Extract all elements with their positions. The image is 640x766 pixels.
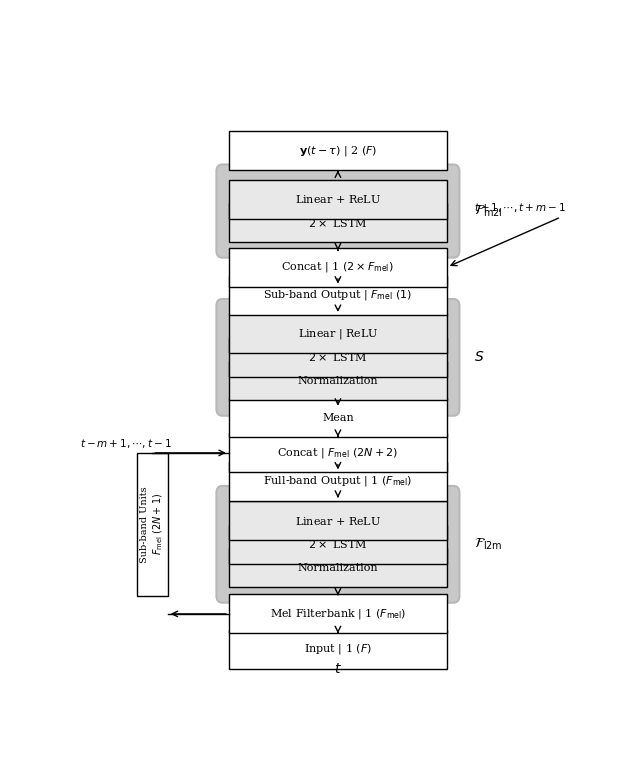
- Text: $\mathbf{y}(t-\tau)$ $|$ 2 $(F)$: $\mathbf{y}(t-\tau)$ $|$ 2 $(F)$: [299, 144, 377, 158]
- Bar: [229, 398, 447, 437]
- Bar: [229, 132, 447, 170]
- Text: Mean: Mean: [322, 413, 354, 423]
- Text: Full-band Output $|$ 1 $(F_{\mathrm{mel}})$: Full-band Output $|$ 1 $(F_{\mathrm{mel}…: [263, 474, 413, 488]
- Bar: [229, 338, 447, 377]
- Text: $\mathcal{F}_{\mathrm{m2l}}$: $\mathcal{F}_{\mathrm{m2l}}$: [474, 203, 503, 219]
- Text: $\mathcal{F}_{\mathrm{l2m}}$: $\mathcal{F}_{\mathrm{l2m}}$: [474, 537, 503, 552]
- Text: Normalization: Normalization: [298, 563, 378, 573]
- Bar: [229, 247, 447, 286]
- Bar: [229, 362, 447, 401]
- Text: Linear $+$ ReLU: Linear $+$ ReLU: [295, 193, 381, 205]
- Text: $t$: $t$: [334, 662, 342, 676]
- Text: Normalization: Normalization: [298, 376, 378, 386]
- Text: Sub-band Units
$F_{\mathrm{mel}}$ $(2N+1)$: Sub-band Units $F_{\mathrm{mel}}$ $(2N+1…: [140, 486, 164, 562]
- Text: $2 \times$ LSTM: $2 \times$ LSTM: [308, 352, 368, 363]
- Bar: [229, 548, 447, 588]
- Text: Input $|$ 1 $(F)$: Input $|$ 1 $(F)$: [304, 643, 372, 656]
- Bar: [229, 434, 447, 473]
- Bar: [229, 204, 447, 242]
- Bar: [229, 314, 447, 353]
- Bar: [229, 525, 447, 564]
- Text: Sub-band Output $|$ $F_{\mathrm{mel}}$ $(1)$: Sub-band Output $|$ $F_{\mathrm{mel}}$ $…: [263, 289, 413, 303]
- FancyBboxPatch shape: [216, 486, 460, 603]
- Text: $S$: $S$: [474, 350, 484, 365]
- Bar: [229, 630, 447, 669]
- Text: $2 \times$ LSTM: $2 \times$ LSTM: [308, 217, 368, 229]
- Text: Linear $+$ ReLU: Linear $+$ ReLU: [295, 515, 381, 527]
- FancyBboxPatch shape: [216, 299, 460, 416]
- FancyBboxPatch shape: [216, 165, 460, 257]
- Bar: [137, 453, 168, 596]
- Text: $2 \times$ LSTM: $2 \times$ LSTM: [308, 538, 368, 550]
- Text: $t+1,\cdots,t+m-1$: $t+1,\cdots,t+m-1$: [474, 201, 566, 214]
- Bar: [229, 462, 447, 501]
- Text: Mel Filterbank $|$ 1 $(F_{\mathrm{mel}})$: Mel Filterbank $|$ 1 $(F_{\mathrm{mel}})…: [269, 607, 406, 621]
- Text: Linear $|$ ReLU: Linear $|$ ReLU: [298, 327, 378, 341]
- Bar: [229, 180, 447, 219]
- Text: Concat $|$ 1 $(2 \times F_{\mathrm{mel}})$: Concat $|$ 1 $(2 \times F_{\mathrm{mel}}…: [282, 260, 394, 274]
- Text: $t-m+1,\cdots,t-1$: $t-m+1,\cdots,t-1$: [80, 437, 172, 450]
- Text: Concat $|$ $F_{\mathrm{mel}}$ $(2N+2)$: Concat $|$ $F_{\mathrm{mel}}$ $(2N+2)$: [277, 446, 399, 460]
- Bar: [229, 501, 447, 540]
- Bar: [229, 276, 447, 315]
- Bar: [229, 594, 447, 633]
